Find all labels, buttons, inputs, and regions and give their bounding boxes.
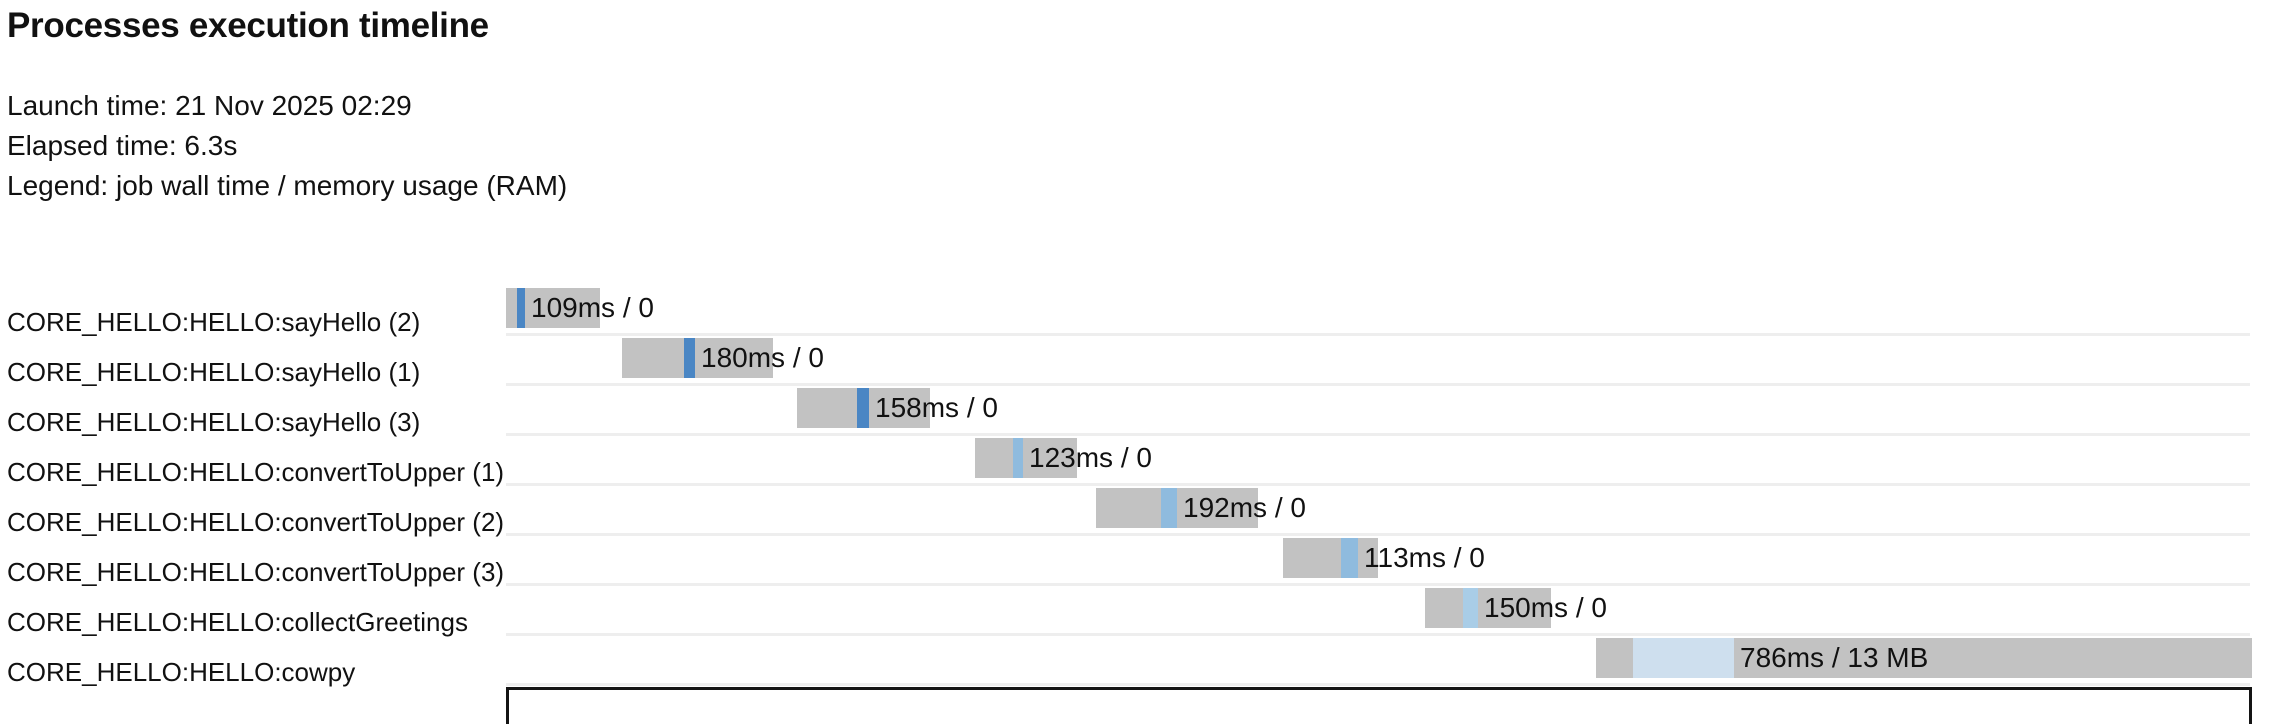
bottom-panel — [506, 687, 2252, 724]
row-separator — [506, 633, 2250, 636]
bar-stripe — [1013, 438, 1023, 478]
bar-value-label: 123ms / 0 — [1029, 442, 1152, 473]
row-separator — [506, 383, 2250, 386]
timeline-bar[interactable]: 158ms / 0 — [797, 388, 998, 428]
launch-time-text: Launch time: 21 Nov 2025 02:29 — [7, 90, 412, 121]
page-title: Processes execution timeline — [7, 6, 489, 45]
timeline-bar[interactable]: 109ms / 0 — [506, 288, 654, 328]
elapsed-time-text: Elapsed time: 6.3s — [7, 130, 238, 161]
process-label: CORE_HELLO:HELLO:cowpy — [7, 657, 356, 687]
row-separator — [506, 483, 2250, 486]
process-label: CORE_HELLO:HELLO:sayHello (3) — [7, 407, 421, 437]
bar-value-label: 113ms / 0 — [1364, 542, 1485, 573]
process-label: CORE_HELLO:HELLO:convertToUpper (2) — [7, 507, 505, 537]
bar-value-label: 109ms / 0 — [531, 292, 654, 323]
bar-value-label: 150ms / 0 — [1484, 592, 1607, 623]
bar-stripe — [857, 388, 869, 428]
report-meta: Launch time: 21 Nov 2025 02:29 Elapsed t… — [7, 86, 567, 206]
row-separator — [506, 333, 2250, 336]
bar-stripe — [1463, 588, 1478, 628]
timeline-bar[interactable]: 192ms / 0 — [1096, 488, 1306, 528]
row-separator — [506, 583, 2250, 586]
bar-stripe — [517, 288, 525, 328]
process-label: CORE_HELLO:HELLO:sayHello (2) — [7, 307, 421, 337]
timeline-bar[interactable]: 786ms / 13 MB — [1596, 638, 2252, 678]
bar-stripe — [1633, 638, 1734, 678]
timeline-bar[interactable]: 180ms / 0 — [622, 338, 824, 378]
bar-stripe — [1161, 488, 1177, 528]
row-separator — [506, 433, 2250, 436]
legend-text: Legend: job wall time / memory usage (RA… — [7, 170, 568, 201]
row-separator — [506, 683, 2250, 686]
process-label: CORE_HELLO:HELLO:convertToUpper (3) — [7, 557, 505, 587]
row-separator — [506, 533, 2250, 536]
bar-value-label: 180ms / 0 — [701, 342, 824, 373]
bar-value-label: 192ms / 0 — [1183, 492, 1306, 523]
timeline-bar[interactable]: 150ms / 0 — [1425, 588, 1607, 628]
timeline-bar[interactable]: 123ms / 0 — [975, 438, 1152, 478]
process-label: CORE_HELLO:HELLO:collectGreetings — [7, 607, 468, 637]
process-label: CORE_HELLO:HELLO:convertToUpper (1) — [7, 457, 505, 487]
process-label: CORE_HELLO:HELLO:sayHello (1) — [7, 357, 421, 387]
bar-stripe — [1341, 538, 1358, 578]
bar-value-label: 786ms / 13 MB — [1740, 642, 1929, 673]
bar-value-label: 158ms / 0 — [875, 392, 998, 423]
bar-stripe — [684, 338, 695, 378]
timeline-bar[interactable]: 113ms / 0 — [1283, 538, 1485, 578]
